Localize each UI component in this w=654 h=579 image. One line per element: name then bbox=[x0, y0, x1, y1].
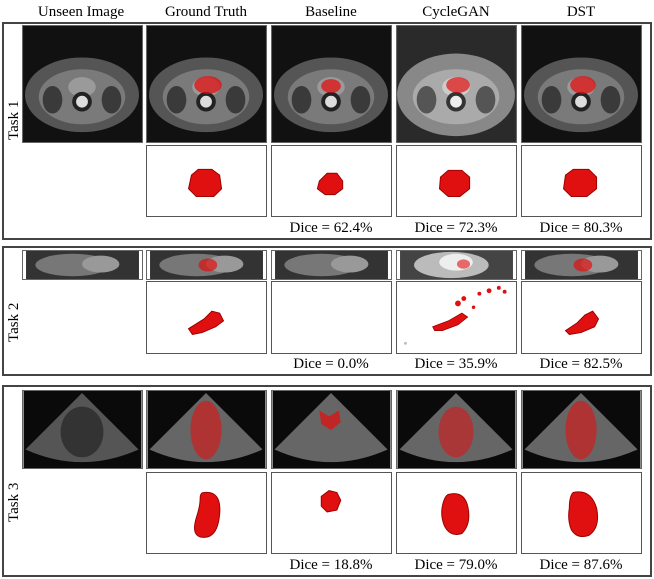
task-2-baseline-image bbox=[271, 250, 392, 280]
header-ground-truth: Ground Truth bbox=[164, 4, 248, 20]
task-2-dst-image bbox=[521, 250, 642, 280]
task-3-dst-image bbox=[521, 390, 642, 469]
task-1-panel bbox=[2, 22, 652, 240]
header-dst: DST bbox=[566, 4, 596, 20]
task-1-cyclegan-image bbox=[396, 25, 517, 143]
task-2-unseen-image bbox=[22, 250, 143, 280]
task-3-cyclegan-dice: Dice = 79.0% bbox=[414, 557, 498, 573]
task-1-dst-dice: Dice = 80.3% bbox=[539, 220, 623, 236]
task-3-baseline-3d bbox=[271, 472, 392, 554]
task-2-gt-3d bbox=[146, 281, 267, 354]
task-1-gt-image bbox=[146, 25, 267, 143]
task-1-unseen-image bbox=[22, 25, 143, 143]
task-3-dst-3d bbox=[521, 472, 642, 554]
task-2-cyclegan-dice: Dice = 35.9% bbox=[414, 356, 498, 372]
task-2-baseline-3d bbox=[271, 281, 392, 354]
task-2-gt-image bbox=[146, 250, 267, 280]
task-1-baseline-3d bbox=[271, 145, 392, 217]
task-3-baseline-image bbox=[271, 390, 392, 469]
task-2-baseline-dice: Dice = 0.0% bbox=[293, 356, 369, 372]
task-1-cyclegan-3d bbox=[396, 145, 517, 217]
task-2-panel bbox=[2, 246, 652, 376]
task-3-baseline-dice: Dice = 18.8% bbox=[289, 557, 373, 573]
task-3-dst-dice: Dice = 87.6% bbox=[539, 557, 623, 573]
task-2-cyclegan-3d bbox=[396, 281, 517, 354]
task-3-unseen-image bbox=[22, 390, 143, 469]
task-3-gt-image bbox=[146, 390, 267, 469]
task-2-dst-dice: Dice = 82.5% bbox=[539, 356, 623, 372]
task-1-label: Task 1 bbox=[6, 100, 22, 140]
task-3-cyclegan-image bbox=[396, 390, 517, 469]
task-2-cyclegan-image bbox=[396, 250, 517, 280]
task-3-label: Task 3 bbox=[6, 482, 22, 522]
task-2-label: Task 2 bbox=[6, 302, 22, 342]
task-1-dst-image bbox=[521, 25, 642, 143]
task-3-cyclegan-3d bbox=[396, 472, 517, 554]
task-1-dst-3d bbox=[521, 145, 642, 217]
task-3-gt-3d bbox=[146, 472, 267, 554]
header-unseen-image: Unseen Image bbox=[37, 4, 125, 20]
task-1-baseline-image bbox=[271, 25, 392, 143]
task-1-cyclegan-dice: Dice = 72.3% bbox=[414, 220, 498, 236]
task-1-gt-3d bbox=[146, 145, 267, 217]
task-2-dst-3d bbox=[521, 281, 642, 354]
task-1-baseline-dice: Dice = 62.4% bbox=[289, 220, 373, 236]
header-baseline: Baseline bbox=[305, 4, 357, 20]
header-cyclegan: CycleGAN bbox=[422, 4, 490, 20]
task-3-panel bbox=[2, 385, 652, 577]
